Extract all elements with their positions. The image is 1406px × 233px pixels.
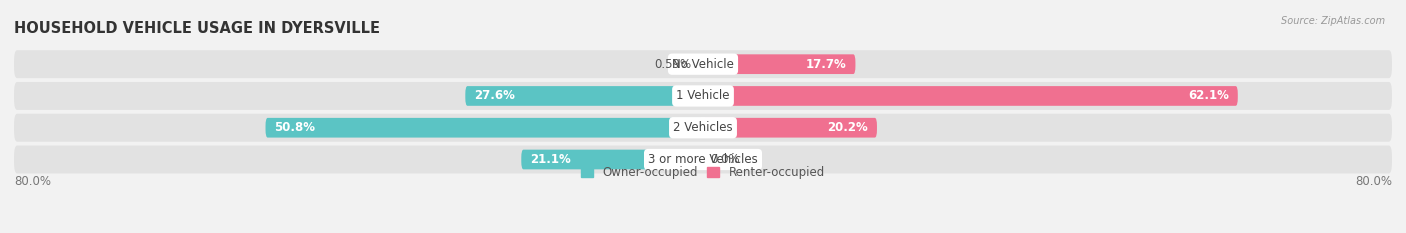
FancyBboxPatch shape xyxy=(14,146,1392,174)
Text: 80.0%: 80.0% xyxy=(1355,175,1392,188)
FancyBboxPatch shape xyxy=(14,82,1392,110)
FancyBboxPatch shape xyxy=(465,86,703,106)
Text: No Vehicle: No Vehicle xyxy=(672,58,734,71)
Text: 1 Vehicle: 1 Vehicle xyxy=(676,89,730,103)
Text: HOUSEHOLD VEHICLE USAGE IN DYERSVILLE: HOUSEHOLD VEHICLE USAGE IN DYERSVILLE xyxy=(14,21,380,36)
FancyBboxPatch shape xyxy=(14,50,1392,78)
FancyBboxPatch shape xyxy=(703,118,877,137)
FancyBboxPatch shape xyxy=(703,54,855,74)
FancyBboxPatch shape xyxy=(697,54,703,74)
Text: 17.7%: 17.7% xyxy=(806,58,846,71)
Text: 2 Vehicles: 2 Vehicles xyxy=(673,121,733,134)
FancyBboxPatch shape xyxy=(266,118,703,137)
Text: 62.1%: 62.1% xyxy=(1188,89,1229,103)
Text: 80.0%: 80.0% xyxy=(14,175,51,188)
Text: 0.0%: 0.0% xyxy=(710,153,740,166)
Text: 3 or more Vehicles: 3 or more Vehicles xyxy=(648,153,758,166)
FancyBboxPatch shape xyxy=(14,114,1392,142)
Text: Source: ZipAtlas.com: Source: ZipAtlas.com xyxy=(1281,16,1385,26)
Text: 20.2%: 20.2% xyxy=(828,121,869,134)
Text: 21.1%: 21.1% xyxy=(530,153,571,166)
Text: 0.59%: 0.59% xyxy=(654,58,690,71)
Legend: Owner-occupied, Renter-occupied: Owner-occupied, Renter-occupied xyxy=(578,163,828,183)
FancyBboxPatch shape xyxy=(703,86,1237,106)
Text: 27.6%: 27.6% xyxy=(474,89,515,103)
FancyBboxPatch shape xyxy=(522,150,703,169)
Text: 50.8%: 50.8% xyxy=(274,121,315,134)
